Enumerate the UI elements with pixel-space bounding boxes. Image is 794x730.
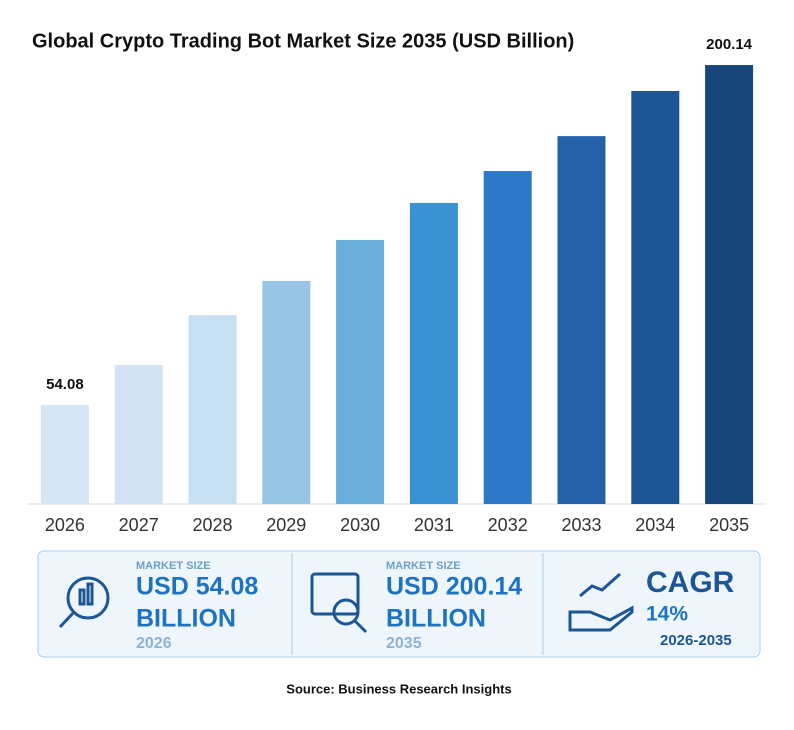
x-tick-label: 2031 <box>414 515 454 535</box>
panel-year: 2035 <box>386 635 422 652</box>
panel-year: 2026 <box>136 635 172 652</box>
chart-title: Global Crypto Trading Bot Market Size 20… <box>32 30 574 52</box>
bar <box>40 405 89 504</box>
x-tick-label: 2035 <box>709 515 749 535</box>
panel-caption: MARKET SIZE <box>136 560 211 572</box>
bar <box>705 65 754 505</box>
panel-unit: BILLION <box>386 605 486 633</box>
data-label: 54.08 <box>46 376 84 393</box>
icon <box>568 572 634 632</box>
panel-unit: BILLION <box>136 605 236 633</box>
icon <box>58 576 110 629</box>
panel-value: USD 200.14 <box>386 573 522 601</box>
x-tick-label: 2029 <box>266 515 306 535</box>
panel-caption: MARKET SIZE <box>386 560 461 572</box>
panel-value: USD 54.08 <box>136 573 258 601</box>
x-tick-label: 2027 <box>119 515 159 535</box>
bar <box>557 136 606 505</box>
bar <box>262 280 311 504</box>
bar <box>483 171 532 504</box>
bar <box>336 239 385 504</box>
panel-value: CAGR <box>646 566 735 599</box>
bar <box>114 364 163 504</box>
x-tick-label: 2034 <box>635 515 675 535</box>
x-tick-label: 2032 <box>488 515 528 535</box>
x-tick-label: 2030 <box>340 515 380 535</box>
panel-unit: 14% <box>646 603 688 626</box>
x-tick-label: 2033 <box>561 515 601 535</box>
bar <box>188 315 237 504</box>
source: Source: Business Research Insights <box>286 681 511 696</box>
panel-year: 2026-2035 <box>660 632 732 649</box>
icon <box>310 572 368 634</box>
x-tick-label: 2026 <box>45 515 85 535</box>
bar <box>409 202 458 505</box>
data-label: 200.14 <box>706 36 753 53</box>
bar <box>631 90 680 505</box>
x-tick-label: 2028 <box>192 515 232 535</box>
